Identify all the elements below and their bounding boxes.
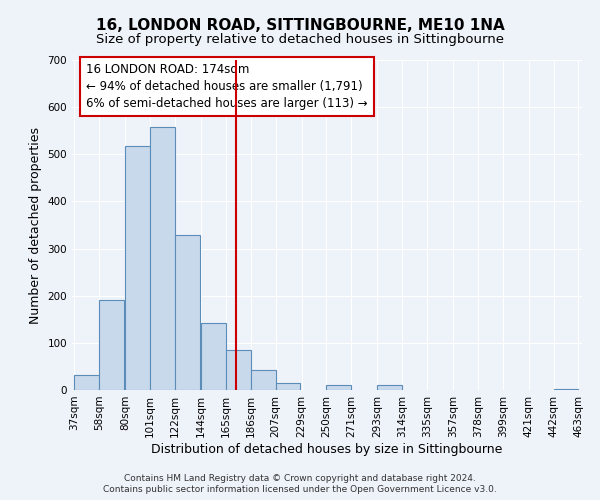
Bar — [326, 386, 351, 390]
Text: Contains HM Land Registry data © Crown copyright and database right 2024.
Contai: Contains HM Land Registry data © Crown c… — [103, 474, 497, 494]
X-axis label: Distribution of detached houses by size in Sittingbourne: Distribution of detached houses by size … — [151, 442, 503, 456]
Text: 16, LONDON ROAD, SITTINGBOURNE, ME10 1NA: 16, LONDON ROAD, SITTINGBOURNE, ME10 1NA — [95, 18, 505, 32]
Bar — [125, 146, 150, 390]
Text: 16 LONDON ROAD: 174sqm
← 94% of detached houses are smaller (1,791)
6% of semi-d: 16 LONDON ROAD: 174sqm ← 94% of detached… — [86, 64, 368, 110]
Bar — [201, 322, 226, 390]
Bar — [226, 350, 251, 390]
Bar — [175, 236, 200, 390]
Bar — [554, 388, 578, 390]
Y-axis label: Number of detached properties: Number of detached properties — [29, 126, 42, 324]
Bar — [377, 386, 402, 390]
Bar — [150, 128, 175, 390]
Bar — [99, 300, 124, 390]
Text: Size of property relative to detached houses in Sittingbourne: Size of property relative to detached ho… — [96, 32, 504, 46]
Bar — [74, 375, 99, 390]
Bar — [275, 383, 301, 390]
Bar — [251, 370, 275, 390]
